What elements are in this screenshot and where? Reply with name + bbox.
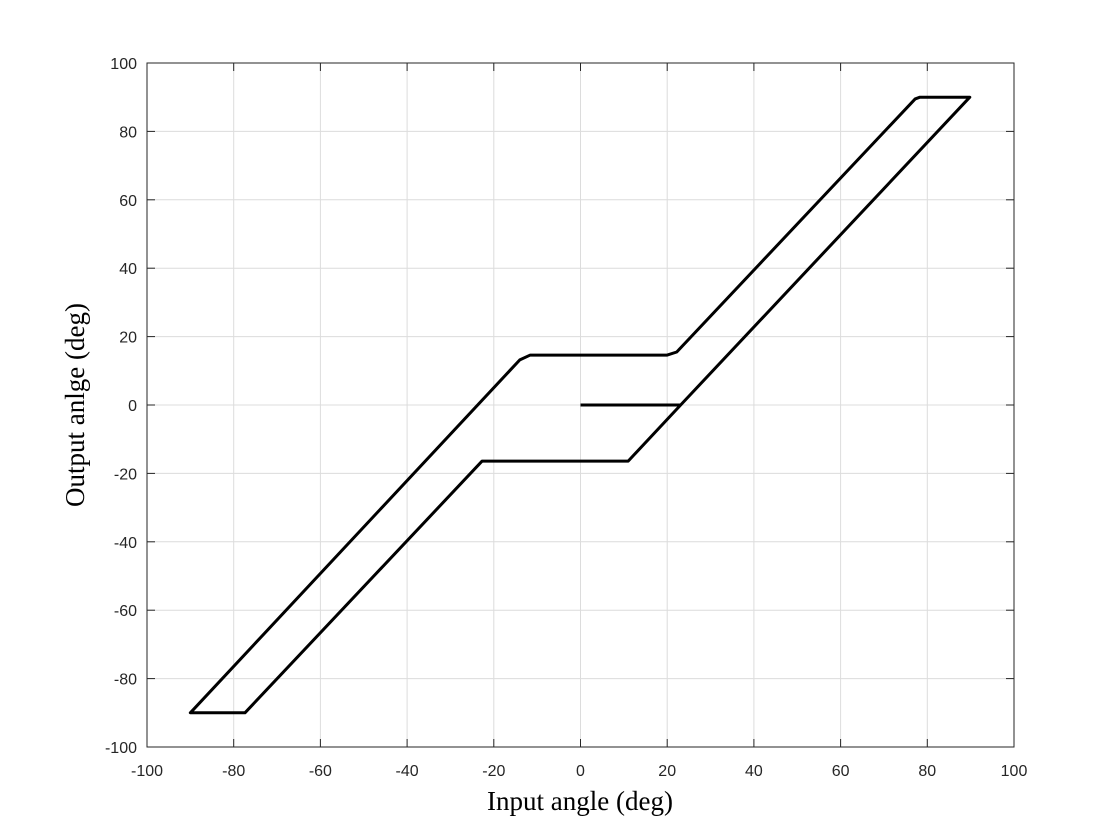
x-tick-label: -100 xyxy=(131,763,163,780)
x-tick-label: -80 xyxy=(222,763,245,780)
x-tick-label: 40 xyxy=(745,763,763,780)
x-tick-label: -60 xyxy=(309,763,332,780)
x-tick-label: 60 xyxy=(832,763,850,780)
y-tick-label: -20 xyxy=(114,466,137,483)
y-axis-label: Output anlge (deg) xyxy=(60,303,90,507)
y-tick-label: 100 xyxy=(110,56,137,73)
x-tick-label: 100 xyxy=(1001,763,1028,780)
x-tick-label: -40 xyxy=(396,763,419,780)
y-tick-label: 40 xyxy=(119,261,137,278)
x-tick-label: -20 xyxy=(482,763,505,780)
plot-frame xyxy=(146,62,1015,748)
y-tick-label: -100 xyxy=(105,740,137,757)
x-tick-label: 20 xyxy=(658,763,676,780)
x-tick-label: 80 xyxy=(918,763,936,780)
y-tick-label: 20 xyxy=(119,330,137,347)
y-tick-label: 80 xyxy=(119,124,137,141)
y-tick-label: 60 xyxy=(119,193,137,210)
x-tick-label: 0 xyxy=(576,763,585,780)
y-tick-label: -60 xyxy=(114,603,137,620)
y-tick-label: -80 xyxy=(114,672,137,689)
y-tick-label: 0 xyxy=(128,398,137,415)
y-tick-label: -40 xyxy=(114,535,137,552)
x-axis-label: Input angle (deg) xyxy=(487,786,673,816)
data-line xyxy=(188,95,972,715)
